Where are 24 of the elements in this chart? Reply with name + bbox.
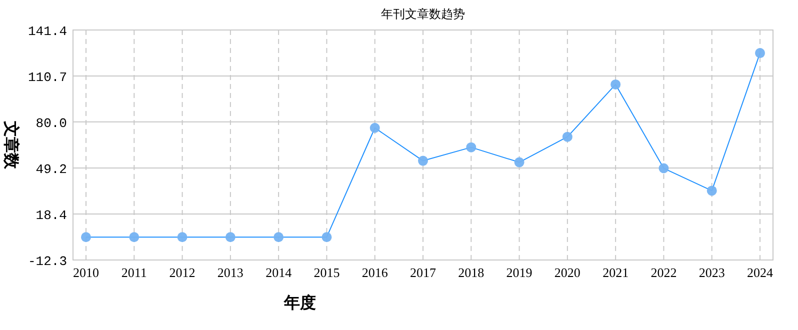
x-axis-title: 年度: [283, 293, 316, 312]
y-tick-label: 110.7: [28, 70, 67, 85]
x-tick-label: 2012: [169, 265, 196, 280]
x-tick-label: 2024: [747, 265, 774, 280]
x-tick-label: 2011: [121, 265, 147, 280]
y-tick-label: 80.0: [36, 116, 67, 131]
y-tick-label: 49.2: [36, 162, 67, 177]
x-tick-label: 2016: [362, 265, 388, 280]
y-tick-label: 18.4: [36, 208, 68, 224]
chart-title: 年刊文章数趋势: [381, 7, 465, 21]
y-tick-label: 141.4: [28, 24, 68, 39]
x-tick-label: 2023: [698, 265, 725, 280]
y-axis-title: 文章数: [2, 120, 20, 170]
x-tick-label: 2018: [458, 265, 484, 280]
x-tick-label: 2019: [506, 265, 532, 280]
x-tick-label: 2014: [266, 265, 292, 280]
x-tick-label: 2015: [314, 265, 340, 280]
x-tick-label: 2021: [602, 265, 629, 280]
x-tick-label: 2022: [650, 265, 677, 280]
x-tick-label: 2017: [410, 265, 436, 280]
x-tick-label: 2020: [554, 265, 580, 280]
x-tick-label: 2010: [73, 265, 99, 280]
x-tick-label: 2013: [217, 265, 244, 280]
y-tick-label: -12.3: [28, 254, 67, 269]
